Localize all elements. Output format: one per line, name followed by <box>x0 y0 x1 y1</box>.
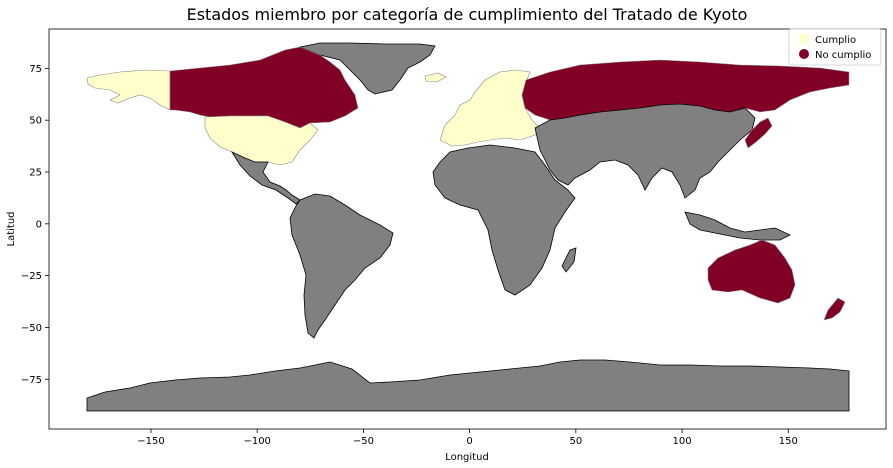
axes-frame <box>48 28 887 430</box>
plot-area: Cumplio No cumplio <box>48 28 887 430</box>
x-tick-label: −50 <box>353 436 374 447</box>
y-tick-label: −25 <box>21 271 42 282</box>
canada <box>169 46 359 129</box>
madagascar <box>561 247 577 273</box>
legend: Cumplio No cumplio <box>788 28 882 66</box>
x-tick-label: −150 <box>137 436 164 447</box>
y-axis-label: Latitud <box>6 211 17 246</box>
countries <box>86 42 850 412</box>
indonesia <box>684 211 791 241</box>
x-tick-label: 150 <box>779 436 798 447</box>
y-tick-label: 75 <box>29 64 42 75</box>
map-title: Estados miembro por categoría de cumplim… <box>187 5 748 24</box>
greenland <box>298 42 436 95</box>
iceland <box>424 72 447 83</box>
x-tick-label: 50 <box>569 436 582 447</box>
legend-box <box>788 28 882 66</box>
legend-label-cumplio: Cumplio <box>815 35 856 46</box>
y-tick-label: −50 <box>21 323 42 334</box>
new-zealand <box>823 297 846 321</box>
alaska <box>86 69 171 111</box>
x-axis-ticks: −150 −100 −50 0 50 100 150 <box>137 429 798 447</box>
y-tick-label: 0 <box>36 219 42 230</box>
south-america <box>289 193 394 339</box>
legend-marker-no-cumplio <box>799 49 809 59</box>
x-tick-label: −100 <box>243 436 270 447</box>
legend-marker-cumplio <box>798 33 810 45</box>
mexico-central-america <box>230 151 301 205</box>
australia <box>707 239 796 304</box>
united-states <box>204 115 319 166</box>
africa <box>432 144 576 296</box>
x-tick-label: 0 <box>466 436 472 447</box>
x-tick-label: 100 <box>673 436 692 447</box>
asia <box>534 103 756 199</box>
legend-label-no-cumplio: No cumplio <box>815 50 871 61</box>
japan <box>744 117 773 149</box>
y-tick-label: 25 <box>29 168 42 179</box>
y-tick-label: 50 <box>29 116 42 127</box>
antarctica <box>86 359 850 412</box>
x-axis-label: Longitud <box>445 452 489 463</box>
y-axis-ticks: 75 50 25 0 −25 −50 −75 <box>21 64 49 386</box>
y-tick-label: −75 <box>21 375 42 386</box>
